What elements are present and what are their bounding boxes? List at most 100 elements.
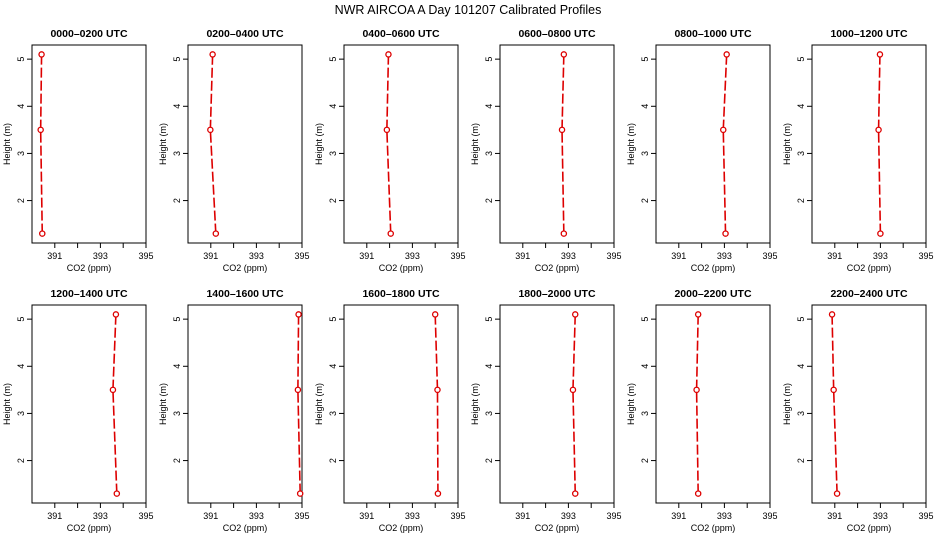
y-tick-label: 4: [796, 104, 806, 109]
plot-frame: [499, 44, 615, 244]
profile-panel: 2200–2400 UTC 391 393 395 CO2 (ppm) 2 3 4 5 Heigh…: [782, 288, 934, 533]
x-axis-label: CO2 (ppm): [847, 263, 892, 273]
profile-point: [693, 386, 700, 394]
profile-point: [830, 386, 837, 394]
profile-point: [828, 311, 836, 318]
profile-point: [212, 230, 220, 237]
x-axis-label: CO2 (ppm): [691, 263, 736, 273]
y-tick-label: 4: [16, 104, 26, 109]
y-tick-label: 3: [796, 411, 806, 416]
y-tick-label: 5: [16, 317, 26, 322]
profile-point: [112, 311, 120, 318]
panel-title: 0400–0600 UTC: [362, 28, 439, 40]
x-tick-label: 391: [671, 511, 686, 521]
y-tick-label: 2: [172, 198, 182, 203]
profile-panel: 1600–1800 UTC 391 393 395 CO2 (ppm) 2 3 4 5 Heigh…: [314, 288, 466, 533]
y-tick-label: 5: [796, 57, 806, 62]
y-tick-label: 5: [16, 57, 26, 62]
profile-line: [209, 54, 217, 234]
profile-panel: 0800–1000 UTC 391 393 395 CO2 (ppm) 2 3 4 5 Heigh…: [626, 28, 778, 273]
profile-point: [720, 126, 727, 134]
profile-point: [431, 311, 439, 318]
y-axis-label: Height (m): [2, 383, 12, 425]
profile-point: [383, 126, 391, 134]
x-tick-label: 391: [47, 251, 62, 261]
panel-title: 1600–1800 UTC: [362, 288, 439, 300]
x-axis-label: CO2 (ppm): [379, 523, 424, 533]
plot-frame: [343, 44, 459, 244]
profile-line: [561, 54, 565, 234]
x-tick-label: 391: [515, 251, 530, 261]
y-axis-label: Height (m): [626, 123, 636, 165]
y-tick-label: 4: [640, 104, 650, 109]
plot-frame: [811, 44, 927, 244]
y-tick-label: 5: [640, 317, 650, 322]
x-axis-label: CO2 (ppm): [691, 523, 736, 533]
x-tick-label: 391: [203, 511, 218, 521]
profile-line: [39, 54, 44, 234]
profile-point: [294, 386, 302, 394]
x-axis-label: CO2 (ppm): [535, 523, 580, 533]
y-tick-label: 3: [16, 151, 26, 156]
y-tick-label: 3: [796, 151, 806, 156]
x-tick-label: 395: [294, 251, 309, 261]
profile-line: [831, 314, 838, 494]
profile-panel: 0400–0600 UTC 391 393 395 CO2 (ppm) 2 3 4 5 Heigh…: [314, 28, 466, 273]
y-axis-label: Height (m): [782, 123, 792, 165]
profile-line: [722, 54, 728, 234]
panel-title: 1800–2000 UTC: [518, 288, 595, 300]
x-tick-label: 393: [873, 251, 888, 261]
profile-point: [833, 490, 841, 497]
x-tick-label: 391: [515, 511, 530, 521]
profile-point: [385, 51, 392, 58]
x-tick-label: 393: [249, 511, 264, 521]
y-tick-label: 5: [484, 57, 494, 62]
profile-point: [877, 230, 884, 237]
y-tick-label: 2: [172, 458, 182, 463]
profile-line: [695, 314, 699, 494]
profile-point: [113, 490, 121, 497]
profile-point: [38, 51, 45, 58]
profile-point: [723, 51, 730, 58]
panel-title: 0200–0400 UTC: [206, 28, 283, 40]
figure-title: NWR AIRCOA A Day 101207 Calibrated Profi…: [335, 3, 602, 17]
y-axis-label: Height (m): [782, 383, 792, 425]
x-tick-label: 395: [606, 511, 621, 521]
y-tick-label: 3: [328, 151, 338, 156]
x-tick-label: 395: [762, 511, 777, 521]
profile-point: [37, 126, 44, 134]
x-tick-label: 393: [93, 251, 108, 261]
x-tick-label: 395: [762, 251, 777, 261]
y-tick-label: 4: [484, 364, 494, 369]
x-axis-label: CO2 (ppm): [223, 263, 268, 273]
profile-point: [571, 311, 579, 318]
profile-panel: 1400–1600 UTC 391 393 395 CO2 (ppm) 2 3 4 5 Heigh…: [158, 288, 310, 533]
panel-title: 1200–1400 UTC: [50, 288, 127, 300]
profile-point: [109, 386, 117, 394]
x-tick-label: 391: [671, 251, 686, 261]
y-axis-label: Height (m): [314, 123, 324, 165]
y-tick-label: 2: [328, 458, 338, 463]
x-tick-label: 395: [606, 251, 621, 261]
panel-title: 0000–0200 UTC: [50, 28, 127, 40]
y-tick-label: 2: [16, 458, 26, 463]
x-tick-label: 395: [450, 251, 465, 261]
panel-title: 1400–1600 UTC: [206, 288, 283, 300]
x-tick-label: 393: [717, 251, 732, 261]
x-tick-label: 393: [717, 511, 732, 521]
y-axis-label: Height (m): [626, 383, 636, 425]
profile-point: [207, 126, 214, 134]
y-tick-label: 4: [328, 364, 338, 369]
y-tick-label: 3: [640, 151, 650, 156]
profile-panel: 2000–2200 UTC 391 393 395 CO2 (ppm) 2 3 4 5 Heigh…: [626, 288, 778, 533]
y-tick-label: 5: [328, 317, 338, 322]
panel-title: 0800–1000 UTC: [674, 28, 751, 40]
y-tick-label: 4: [640, 364, 650, 369]
plot-frame: [811, 304, 927, 504]
y-tick-label: 4: [16, 364, 26, 369]
y-tick-label: 3: [484, 411, 494, 416]
profile-panel: 0600–0800 UTC 391 393 395 CO2 (ppm) 2 3 4 5 Heigh…: [470, 28, 622, 273]
x-axis-label: CO2 (ppm): [847, 523, 892, 533]
x-tick-label: 393: [873, 511, 888, 521]
